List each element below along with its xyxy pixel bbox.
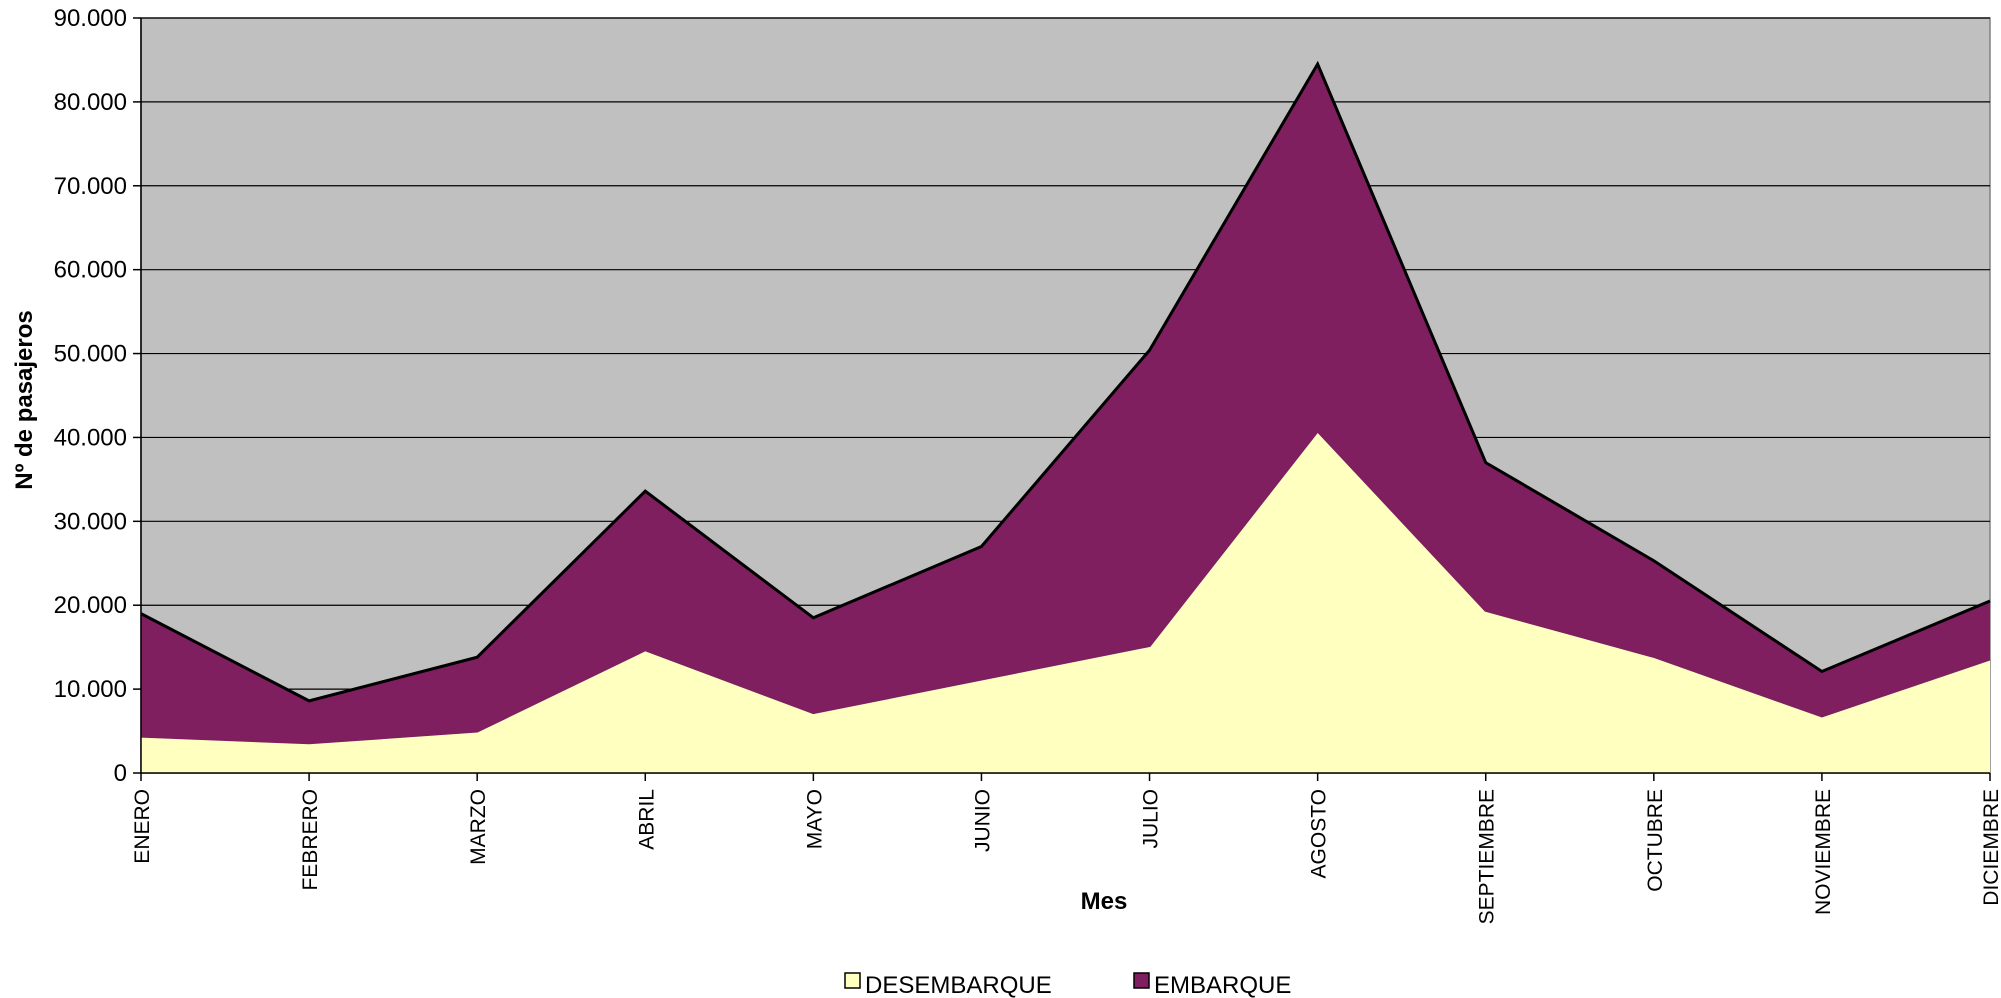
legend-swatch-embarque [1133, 972, 1150, 989]
legend: DESEMBARQUE EMBARQUE [844, 972, 1291, 998]
y-tick-label: 30.000 [54, 508, 127, 535]
x-tick-label: OCTUBRE [1644, 789, 1667, 892]
y-tick-label: 40.000 [54, 424, 127, 451]
area-embarque [141, 64, 1990, 743]
y-tick-label: 60.000 [54, 257, 127, 284]
x-tick-labels: ENERO FEBRERO MARZO ABRIL MAYO JUNIO JULIO AGOS… [131, 789, 2001, 924]
y-tick-label: 50.000 [54, 341, 127, 368]
x-tick-label: ABRIL [635, 789, 658, 850]
legend-label-desembarque: DESEMBARQUE [865, 972, 1052, 998]
y-tick-label: 90.000 [54, 5, 127, 32]
legend-label-embarque: EMBARQUE [1154, 972, 1291, 998]
x-tick-label: JUNIO [971, 789, 994, 852]
x-tick-label: FEBRERO [299, 789, 322, 891]
x-tick-label: AGOSTO [1308, 789, 1331, 878]
y-tick-label: 70.000 [54, 173, 127, 200]
y-tick-label: 20.000 [54, 592, 127, 619]
x-tick-label: MARZO [467, 789, 490, 865]
y-tick-label: 0 [114, 760, 127, 787]
x-tick-label: ENERO [131, 789, 154, 864]
area-series [140, 60, 1991, 773]
y-tick-label: 80.000 [54, 89, 127, 116]
x-tick-label: NOVIEMBRE [1812, 789, 1835, 915]
x-tick-label: MAYO [803, 789, 826, 849]
area-edge-embarque [140, 60, 1991, 703]
y-tick-label: 10.000 [54, 676, 127, 703]
x-axis-title: Mes [1081, 888, 1128, 915]
y-tick-labels: 0 10.000 20.000 30.000 40.000 50.000 60.000 70.… [54, 5, 127, 787]
area-desembarque [141, 430, 1990, 773]
x-tick-label: JULIO [1140, 789, 1163, 849]
y-axis-title: Nº de pasajeros [11, 310, 38, 490]
x-tick-label: DICIEMBRE [1980, 789, 2001, 906]
legend-swatch-desembarque [844, 972, 861, 989]
axes [133, 17, 1991, 781]
x-tick-label: SEPTIEMBRE [1476, 789, 1499, 924]
